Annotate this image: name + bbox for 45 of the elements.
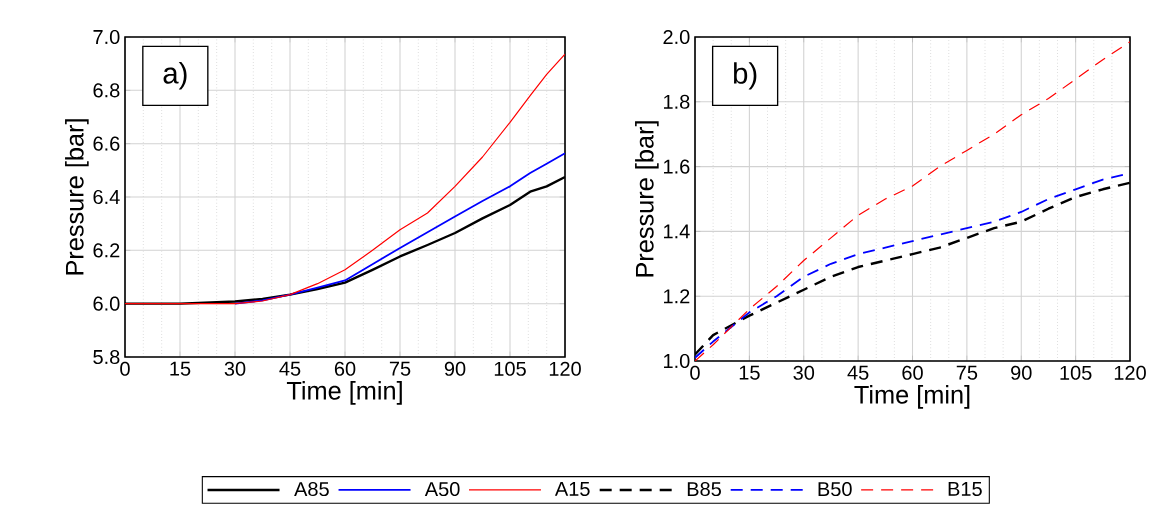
y-axis-title: Pressure [bar] [65, 119, 89, 275]
x-tick-label: 60 [334, 361, 356, 376]
y-tick-label: 1.8 [664, 94, 690, 109]
y-tick-label: 5.8 [93, 349, 120, 365]
annotation: a) [163, 62, 187, 90]
x-tick-label: 105 [494, 361, 526, 376]
y-tick-label: 6.2 [93, 243, 120, 258]
x-tick-label: 45 [847, 365, 869, 380]
y-tick-label: 6.0 [93, 296, 120, 311]
x-tick-label: 15 [170, 361, 191, 376]
x-tick-label: 30 [224, 361, 246, 376]
x-tick-label: 120 [1114, 365, 1146, 380]
x-tick-label: 60 [902, 365, 923, 380]
x-axis-title: Time [min] [854, 385, 970, 409]
x-tick-label: 45 [279, 361, 301, 376]
x-tick-label: 105 [1060, 365, 1092, 380]
legend-label: B85 [687, 481, 721, 497]
x-tick-label: 75 [956, 365, 978, 380]
x-tick-label: 30 [793, 365, 815, 380]
annotation: b) [733, 62, 757, 90]
x-tick-label: 0 [120, 361, 130, 376]
y-tick-label: 1.4 [664, 224, 690, 239]
text: A85 [294, 481, 329, 497]
text: A50 [424, 481, 460, 497]
y-tick-label: 7.0 [93, 29, 120, 45]
y-tick-label: 1.0 [664, 353, 690, 369]
x-tick-label: 75 [389, 361, 411, 376]
y-tick-label: 2.0 [663, 29, 690, 45]
x-tick-label: 120 [549, 361, 581, 376]
legend-label: B15 [948, 482, 982, 497]
line-series [234, 152, 566, 305]
x-tick-label: 0 [690, 365, 700, 380]
y-tick-label: 1.2 [664, 289, 690, 304]
y-tick-label: 6.8 [93, 83, 120, 98]
line-series [695, 41, 1131, 361]
y-tick-label: 1.6 [664, 159, 690, 174]
x-tick-label: 90 [444, 361, 466, 376]
y-axis-title: Pressure [bar] [635, 121, 659, 277]
y-tick-label: 6.6 [93, 136, 120, 151]
x-tick-label: 15 [739, 365, 760, 380]
legend-label: B50 [818, 481, 852, 497]
y-tick-label: 6.4 [93, 189, 120, 205]
text: A15 [554, 482, 590, 497]
x-axis-title: Time [min] [286, 381, 402, 405]
x-tick-label: 90 [1011, 365, 1032, 380]
